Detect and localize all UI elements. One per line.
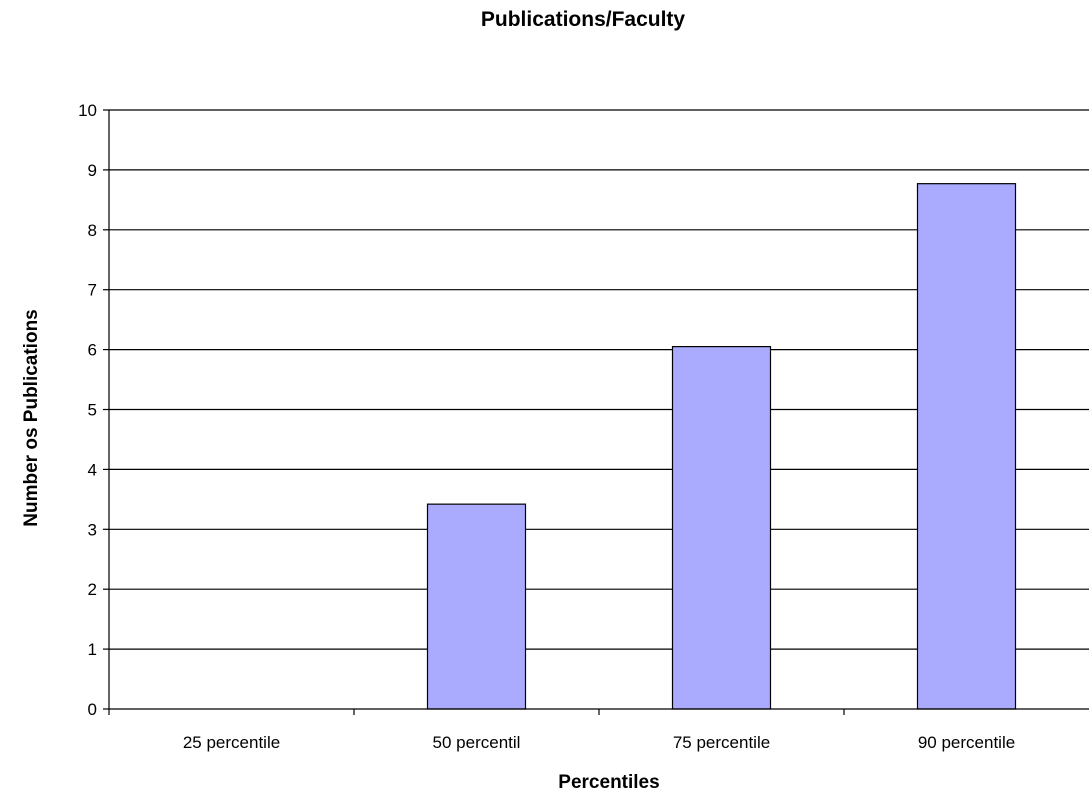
y-tick-label-3: 3 xyxy=(88,520,97,539)
x-tick-label-1: 50 percentil xyxy=(433,733,521,752)
bar-1 xyxy=(426,503,527,710)
y-tick-label-8: 8 xyxy=(88,221,97,240)
y-tick-label-0: 0 xyxy=(88,700,97,719)
y-tick-label-10: 10 xyxy=(78,101,97,120)
gridlines xyxy=(109,109,1089,650)
y-tick-label-9: 9 xyxy=(88,161,97,180)
x-axis-title: Percentiles xyxy=(558,772,659,792)
bar-2 xyxy=(671,346,772,710)
bars xyxy=(426,183,1017,710)
y-tick-label-4: 4 xyxy=(88,460,97,479)
y-tick-label-2: 2 xyxy=(88,580,97,599)
y-tick-label-5: 5 xyxy=(88,401,97,420)
y-axis-title: Number os Publications xyxy=(21,309,42,526)
x-tick-label-2: 75 percentile xyxy=(673,733,770,752)
y-tick-label-6: 6 xyxy=(88,341,97,360)
y-tick-labels: 0 1 2 3 4 5 6 7 8 9 10 xyxy=(78,101,97,719)
chart-title: Publications/Faculty xyxy=(481,8,686,31)
x-tick-labels: 25 percentile 50 percentil 75 percentile 90… xyxy=(183,733,1015,752)
x-tick-label-0: 25 percentile xyxy=(183,733,280,752)
bar-3 xyxy=(916,183,1017,710)
y-tick-label-1: 1 xyxy=(88,640,97,659)
y-tick-label-7: 7 xyxy=(88,281,97,300)
x-tick-label-3: 90 percentile xyxy=(918,733,1015,752)
axes xyxy=(103,109,1089,715)
